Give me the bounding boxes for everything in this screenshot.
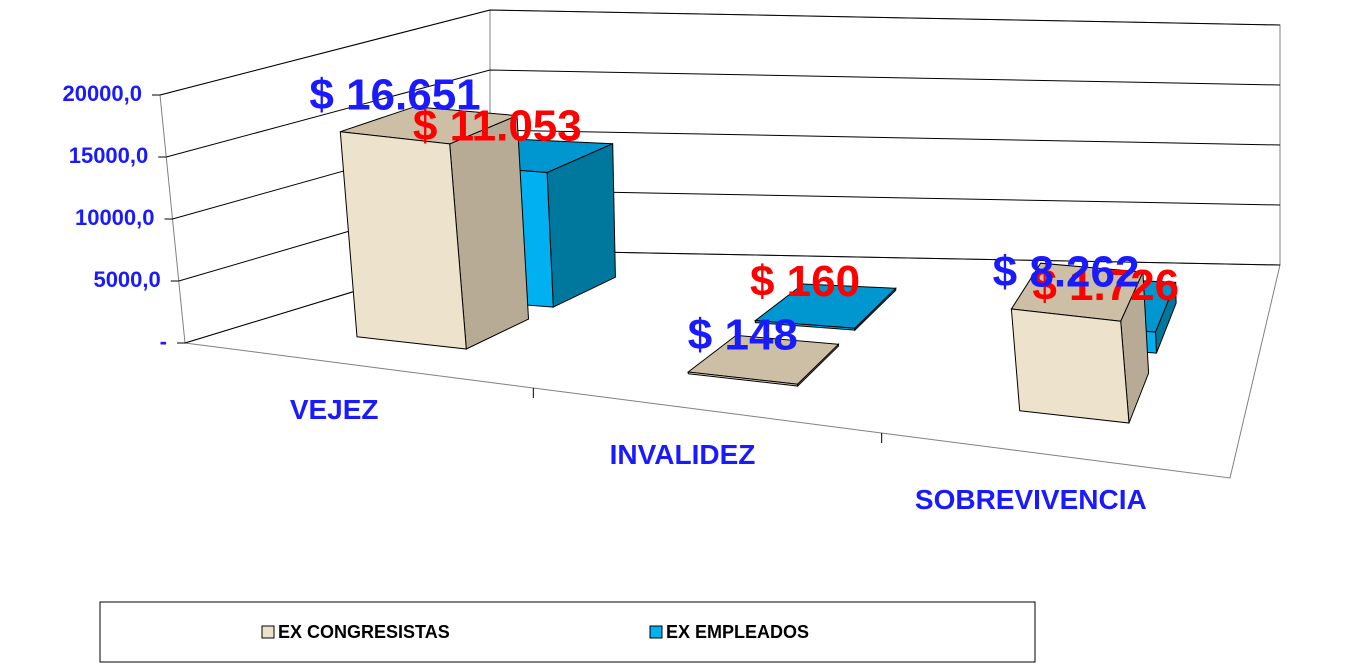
value-label: $ 16.651 [309, 70, 480, 119]
y-tick-label: 10000,0 [75, 205, 155, 230]
value-label: $ 11.053 [413, 101, 582, 150]
x-tick-label: SOBREVIVENCIA [915, 484, 1147, 515]
y-tick-label: - [160, 329, 167, 354]
value-label: $ 148 [688, 311, 798, 360]
y-tick-label: 5000,0 [93, 267, 160, 292]
bar [753, 283, 897, 332]
legend-box [99, 601, 1036, 663]
legend-label: EX CONGRESISTAS [278, 622, 450, 642]
bar [1010, 262, 1150, 424]
grid-line [159, 9, 1281, 96]
x-tick-label: VEJEZ [290, 394, 379, 425]
bar-front [1010, 308, 1130, 424]
y-tick-label: 20000,0 [62, 81, 142, 106]
value-label: $ 1.726 [1032, 261, 1179, 310]
legend-swatch [261, 625, 275, 639]
bar [339, 106, 530, 350]
bar-front [754, 320, 856, 331]
value-label: $ 160 [750, 257, 860, 306]
value-label: $ 8.262 [993, 248, 1140, 297]
x-tick-label: INVALIDEZ [610, 439, 756, 470]
legend-label: EX EMPLEADOS [666, 622, 809, 642]
legend-swatch [649, 625, 663, 639]
bar-front [687, 371, 799, 387]
bar [686, 334, 840, 388]
grid-line [166, 69, 1281, 158]
y-tick-label: 15000,0 [69, 143, 149, 168]
bar-front [339, 131, 467, 350]
